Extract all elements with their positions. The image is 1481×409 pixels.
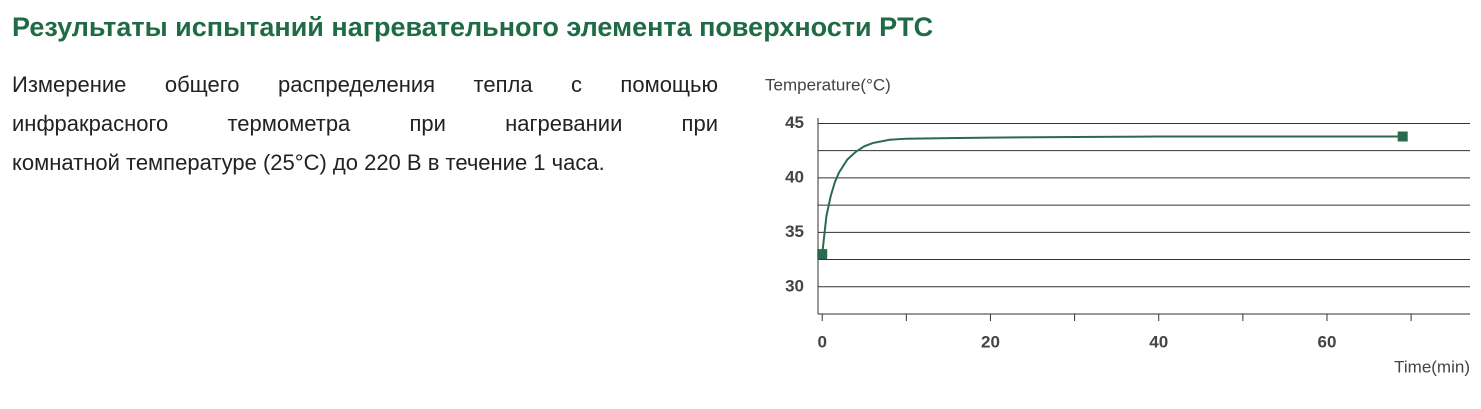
x-tick-label: 60 — [1318, 332, 1337, 351]
marker — [1397, 131, 1408, 142]
title: Результаты испытаний нагревательного эле… — [12, 12, 934, 42]
y-tick-label: 30 — [785, 276, 804, 295]
x-tick-label: 40 — [1149, 332, 1168, 351]
description: Измерение общего распределения тепла с п… — [12, 70, 718, 187]
line — [821, 135, 1403, 255]
x-axis-label: Time(min) — [1394, 357, 1470, 376]
text-line: Измерение общего распределения тепла с п… — [12, 72, 718, 97]
marker — [817, 249, 828, 260]
y-tick-label: 40 — [785, 167, 804, 186]
y-axis-label: Temperature(°C) — [765, 75, 891, 94]
text-line: инфракрасного термометра при нагревании … — [12, 111, 718, 136]
text-line: комнатной температуре (25°C) до 220 В в … — [12, 150, 605, 175]
y-tick-label: 45 — [785, 113, 804, 132]
x-tick-label: 20 — [981, 332, 1000, 351]
y-tick-label: 35 — [785, 222, 804, 241]
x-tick-label: 0 — [817, 332, 826, 351]
